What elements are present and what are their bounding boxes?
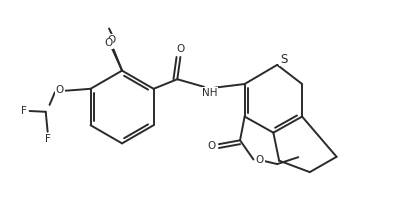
Text: O: O [256,155,264,165]
Text: F: F [21,106,27,116]
Text: NH: NH [202,88,217,98]
Text: O: O [104,38,113,48]
Text: F: F [45,134,51,144]
Text: O: O [176,44,185,54]
Text: O: O [56,85,64,95]
Text: O: O [207,141,215,151]
Text: O: O [107,35,115,45]
Text: S: S [280,53,288,66]
